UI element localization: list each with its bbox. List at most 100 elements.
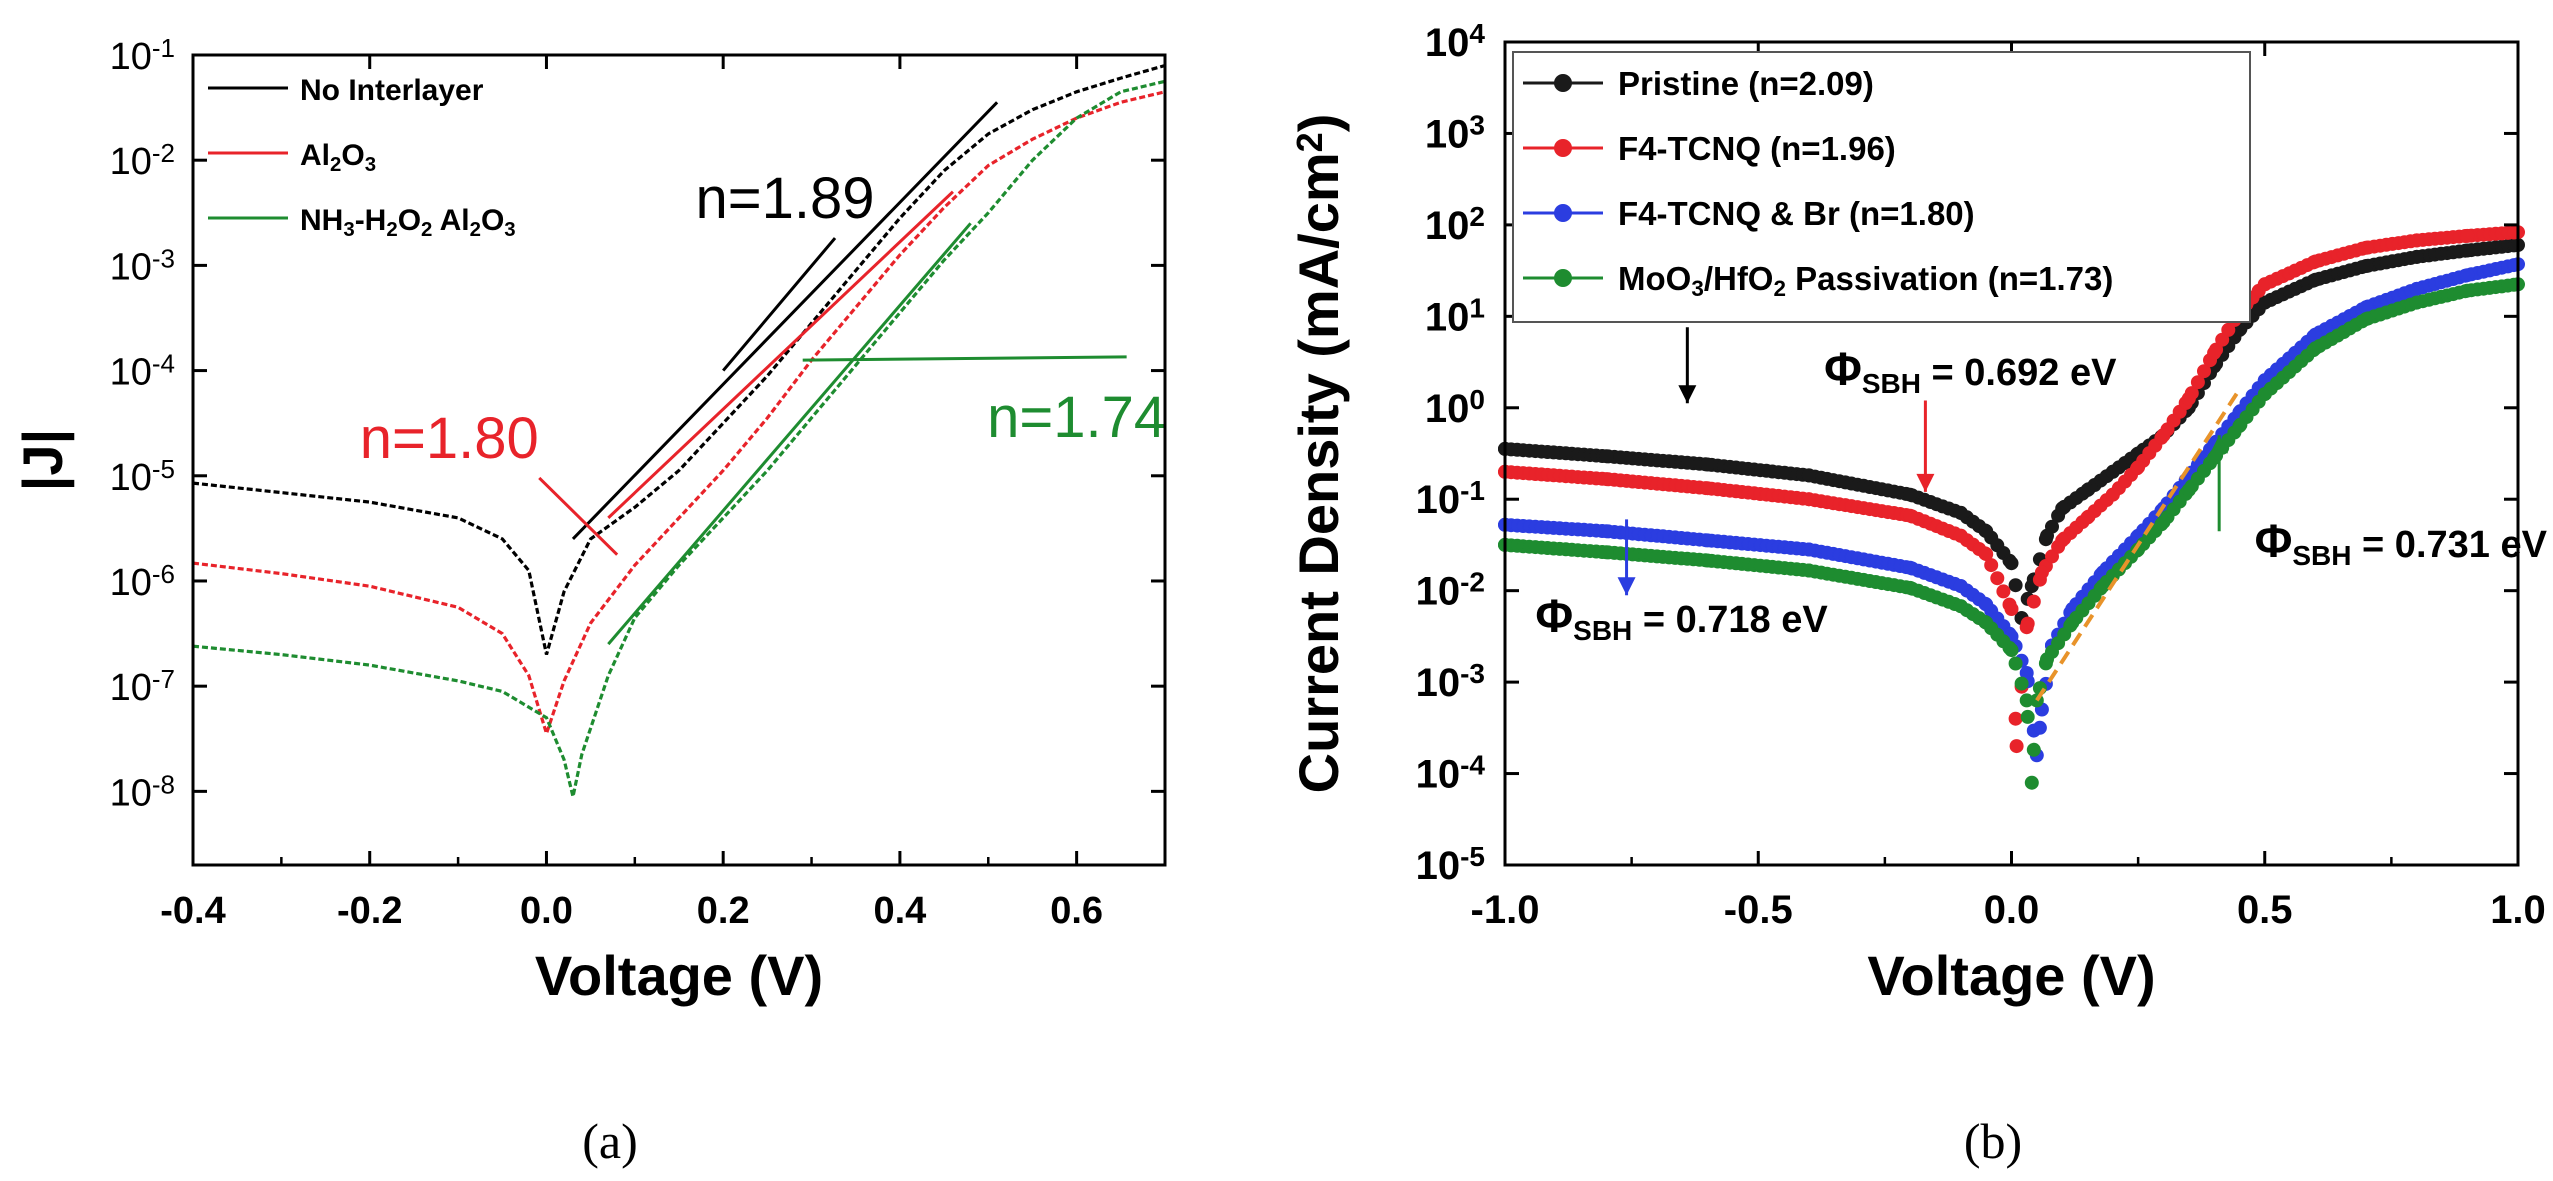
data-point-b-1	[2009, 739, 2024, 754]
data-point-b-3	[2232, 419, 2247, 434]
data-point-b-3	[2409, 295, 2424, 310]
y-tick-exponent-b: -3	[1460, 659, 1485, 690]
fit-line-a-2	[607, 222, 972, 646]
y-tick-exponent-b: -1	[1460, 476, 1485, 507]
legend-label-a-0: No Interlayer	[300, 74, 484, 107]
data-point-b-1	[2409, 233, 2424, 248]
data-point-b-0	[1700, 457, 1715, 472]
x-tick-label-a: -0.4	[160, 890, 225, 932]
data-point-b-0	[2008, 578, 2023, 593]
data-point-b-3	[2019, 693, 2034, 708]
y-tick-label-b: 101	[1425, 293, 1485, 340]
data-point-b-1	[2308, 254, 2323, 269]
y-tick-label-a: 10-6	[110, 559, 175, 604]
data-point-b-3	[2257, 387, 2272, 402]
y-tick-label-a: 10-4	[110, 349, 175, 394]
x-tick-label-a: -0.2	[337, 890, 402, 932]
annotation-a-leader-2	[802, 355, 1127, 362]
data-point-b-0	[2460, 243, 2475, 258]
data-point-b-2	[1903, 560, 1918, 575]
series-a-2	[192, 79, 1166, 797]
y-tick-label-a: 10-1	[110, 33, 175, 78]
y-tick-label-a: 10-7	[110, 664, 175, 709]
y-tick-exponent-a: -3	[152, 244, 175, 274]
data-point-b-0	[2308, 272, 2323, 287]
data-point-b-1	[2019, 620, 2034, 635]
data-point-b-1	[1801, 492, 1816, 507]
annotation-b-arrowhead-2	[1617, 577, 1636, 596]
y-tick-label-b: 10-5	[1416, 841, 1485, 888]
legend-box-b	[1512, 51, 2251, 323]
series-a-0	[192, 63, 1166, 656]
annotation-b-arrowhead-0	[1678, 385, 1697, 404]
x-tick-label-b: -0.5	[1724, 888, 1793, 932]
x-tick-label-a: 0.4	[873, 890, 926, 932]
y-tick-exponent-b: 4	[1469, 18, 1485, 49]
y-tick-exponent-b: 3	[1469, 110, 1485, 141]
y-tick-label-b: 10-3	[1416, 659, 1485, 706]
series-b-2	[1498, 257, 2525, 763]
series-a-1	[192, 90, 1166, 739]
annotation-b-arrowhead-3	[2210, 435, 2229, 454]
x-tick-label-b: 0.5	[2237, 888, 2293, 932]
data-point-b-2	[2460, 268, 2475, 283]
y-tick-exponent-a: -7	[152, 664, 175, 694]
y-tick-exponent-b: -5	[1460, 841, 1485, 872]
data-point-b-3	[2308, 341, 2323, 356]
x-axis-title-b: Voltage (V)	[1867, 944, 2155, 1007]
legend-label-a-2-part: 2	[421, 219, 432, 241]
legend-label-b-3-part: Passivation (n=1.73)	[1786, 260, 2113, 297]
annotation-a-0: n=1.89	[696, 166, 875, 231]
legend-label-b-3-part: /HfO	[1704, 260, 1774, 297]
data-point-b-3	[2008, 656, 2023, 671]
annotation-b-sub: SBH	[1573, 615, 1632, 646]
fit-line-a-1	[607, 190, 954, 519]
data-point-b-0	[1979, 524, 1994, 539]
data-point-b-2	[2308, 327, 2323, 342]
annotation-b-value: = 0.718 eV	[1632, 599, 1828, 641]
data-point-b-3	[2065, 615, 2080, 630]
legend-label-a-1-part: Al	[300, 139, 330, 172]
data-point-b-1	[2207, 345, 2222, 360]
data-point-b-1	[2004, 602, 2019, 616]
y-tick-exponent-a: -5	[152, 454, 175, 484]
data-point-b-2	[1801, 542, 1816, 557]
data-point-b-2	[1953, 579, 1968, 594]
series-b-3	[1498, 277, 2525, 790]
legend-label-a-2-part: NH	[300, 204, 343, 237]
data-point-b-3	[1801, 563, 1816, 578]
y-tick-label-b: 10-4	[1416, 750, 1486, 797]
data-point-b-1	[2181, 391, 2196, 406]
y-tick-label-b: 102	[1425, 201, 1485, 248]
annotation-b-arrowhead-1	[1916, 473, 1935, 492]
plot-frame-a	[191, 53, 1167, 867]
y-tick-label-b: 10-2	[1416, 567, 1485, 614]
data-point-b-0	[2055, 501, 2070, 516]
fit-line-b-0	[2035, 388, 2242, 702]
annotation-a-2: n=1.74	[987, 385, 1166, 450]
data-point-b-2	[1700, 533, 1715, 548]
legend-label-b-2: F4-TCNQ & Br (n=1.80)	[1618, 195, 1975, 232]
data-point-b-2	[2409, 281, 2424, 296]
legend-label-a-2-part: 2	[386, 219, 397, 241]
data-point-b-2	[2032, 720, 2047, 735]
y-tick-label-a: 10-2	[110, 139, 175, 184]
data-point-b-1	[1700, 481, 1715, 496]
data-point-b-1	[1599, 472, 1614, 487]
legend-label-a-1-part: O	[341, 139, 364, 172]
y-tick-exponent-b: -2	[1460, 567, 1485, 598]
annotation-b-sub: SBH	[2292, 540, 2351, 571]
data-point-b-0	[1953, 505, 1968, 520]
series-b-0	[1498, 238, 2525, 626]
annotation-b-symbol: Φ	[1535, 590, 1573, 642]
data-point-b-3	[2095, 579, 2110, 594]
data-point-b-0	[2359, 259, 2374, 273]
data-point-b-0	[2257, 295, 2272, 310]
data-point-b-3	[2024, 775, 2039, 790]
data-point-b-3	[2026, 742, 2041, 757]
data-point-b-3	[2020, 709, 2035, 724]
y-tick-exponent-a: -6	[152, 559, 175, 589]
data-point-b-3	[1700, 553, 1715, 568]
